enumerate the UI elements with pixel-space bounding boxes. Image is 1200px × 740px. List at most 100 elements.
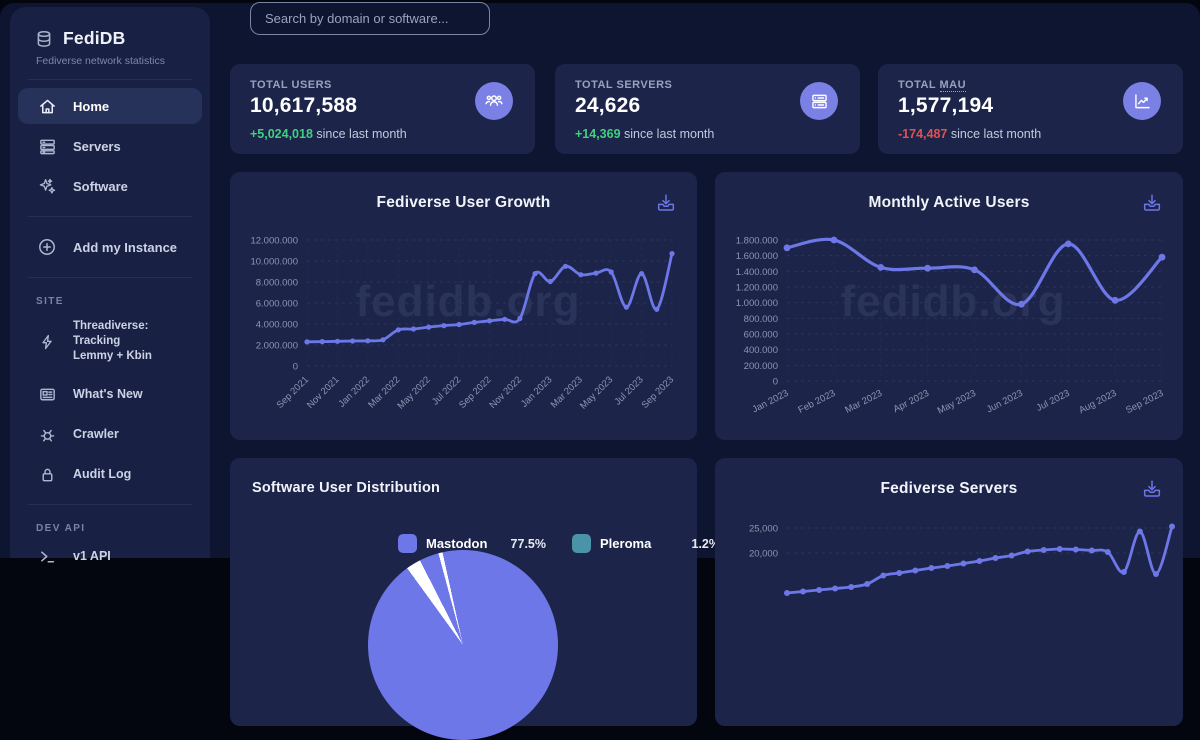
svg-text:Jun 2023: Jun 2023 bbox=[985, 388, 1025, 416]
legend-pct: 1.2% bbox=[691, 536, 721, 551]
main-nav: Home Servers bbox=[10, 88, 210, 204]
brand-name: FediDB bbox=[63, 28, 126, 48]
legend-name: Pleroma bbox=[600, 536, 652, 551]
divider bbox=[28, 216, 192, 217]
svg-text:0: 0 bbox=[293, 362, 298, 373]
download-icon[interactable] bbox=[1141, 478, 1163, 500]
chart-card-fediverse-servers: Fediverse Servers 25,000 20,000 bbox=[715, 458, 1183, 726]
bug-icon bbox=[37, 424, 57, 444]
watermark: fedidb.org bbox=[355, 277, 581, 326]
users-icon bbox=[475, 82, 513, 120]
svg-text:8.000.000: 8.000.000 bbox=[256, 278, 298, 289]
chart-card-user-growth: fedidb.org Fediverse User Growth 12.000.… bbox=[230, 172, 697, 440]
brand[interactable]: FediDB bbox=[10, 7, 210, 49]
stat-card-total-servers: TOTAL SERVERS 24,626 +14,369 since last … bbox=[555, 64, 860, 154]
svg-text:May 2023: May 2023 bbox=[936, 388, 978, 417]
sidebar-item-home[interactable]: Home bbox=[18, 88, 202, 124]
sidebar-item-threadiverse[interactable]: Threadiverse: Tracking Lemmy + Kbin bbox=[18, 311, 202, 372]
search-input[interactable] bbox=[250, 2, 490, 35]
legend-item-pleroma[interactable]: Pleroma 1.2% bbox=[572, 534, 720, 553]
sidebar-item-crawler[interactable]: Crawler bbox=[18, 416, 202, 452]
lock-icon bbox=[37, 464, 57, 484]
delta-suffix: since last month bbox=[316, 127, 407, 141]
svg-text:1.800.000: 1.800.000 bbox=[736, 236, 778, 247]
chart-title: Fediverse Servers bbox=[880, 480, 1018, 497]
bolt-icon bbox=[37, 332, 57, 352]
sidebar-item-label: Home bbox=[73, 98, 110, 114]
pleroma-swatch bbox=[572, 534, 591, 553]
server-icon bbox=[800, 82, 838, 120]
chart-card-monthly-active-users: fedidb.org Monthly Active Users 1.800.00… bbox=[715, 172, 1183, 440]
chart-trend-icon bbox=[1123, 82, 1161, 120]
svg-text:0: 0 bbox=[773, 377, 778, 388]
stat-card-total-mau: TOTAL MAU 1,577,194 -174,487 since last … bbox=[878, 64, 1183, 154]
svg-text:May 2022: May 2022 bbox=[395, 374, 432, 411]
svg-text:Jan 2023: Jan 2023 bbox=[519, 374, 554, 409]
add-instance-button[interactable]: Add my Instance bbox=[18, 229, 202, 265]
chart-title: Software User Distribution bbox=[252, 480, 441, 496]
servers-icon bbox=[37, 136, 57, 156]
svg-text:400.000: 400.000 bbox=[744, 345, 778, 356]
svg-text:Mar 2023: Mar 2023 bbox=[549, 374, 585, 410]
svg-text:Sep 2023: Sep 2023 bbox=[1124, 388, 1165, 416]
svg-text:Sep 2023: Sep 2023 bbox=[640, 374, 677, 411]
stat-value: 10,617,588 bbox=[250, 94, 358, 117]
chart-card-software-distribution: Software User Distribution Mastodon 77.5… bbox=[230, 458, 720, 740]
svg-text:2.000.000: 2.000.000 bbox=[256, 341, 298, 352]
svg-text:Mar 2023: Mar 2023 bbox=[843, 388, 884, 416]
svg-text:800.000: 800.000 bbox=[744, 314, 778, 325]
delta-value: +5,024,018 bbox=[250, 127, 313, 141]
stat-delta: -174,487 since last month bbox=[898, 127, 1163, 141]
svg-text:1.400.000: 1.400.000 bbox=[736, 267, 778, 278]
software-pie-chart bbox=[368, 550, 558, 740]
svg-text:Jul 2023: Jul 2023 bbox=[1035, 388, 1072, 414]
svg-text:600.000: 600.000 bbox=[744, 330, 778, 341]
sidebar-item-servers[interactable]: Servers bbox=[18, 128, 202, 164]
svg-text:1.600.000: 1.600.000 bbox=[736, 251, 778, 262]
svg-text:Sep 2022: Sep 2022 bbox=[457, 374, 494, 411]
svg-text:Mar 2022: Mar 2022 bbox=[366, 374, 402, 410]
download-icon[interactable] bbox=[1141, 192, 1163, 214]
plus-circle-icon bbox=[37, 237, 57, 257]
svg-text:Apr 2023: Apr 2023 bbox=[892, 388, 931, 415]
sidebar-item-label: What's New bbox=[73, 387, 143, 401]
brand-tagline: Fediverse network statistics bbox=[36, 55, 165, 67]
chart-title: Monthly Active Users bbox=[868, 194, 1030, 211]
sidebar-item-label: Servers bbox=[73, 138, 121, 154]
delta-suffix: since last month bbox=[624, 127, 715, 141]
divider bbox=[28, 277, 192, 278]
sidebar-item-v1-api[interactable]: v1 API bbox=[18, 538, 202, 574]
sidebar-item-audit-log[interactable]: Audit Log bbox=[18, 456, 202, 492]
mau-abbr: MAU bbox=[939, 79, 967, 92]
newspaper-icon bbox=[37, 384, 57, 404]
sidebar-item-software[interactable]: Software bbox=[18, 168, 202, 204]
terminal-icon bbox=[37, 546, 57, 566]
mastodon-swatch bbox=[398, 534, 417, 553]
stat-label: TOTAL USERS bbox=[250, 79, 332, 91]
svg-text:Jan 2022: Jan 2022 bbox=[337, 374, 372, 409]
svg-text:1.200.000: 1.200.000 bbox=[736, 283, 778, 294]
sidebar-item-label: Threadiverse: Tracking Lemmy + Kbin bbox=[73, 320, 152, 362]
svg-text:Jan 2023: Jan 2023 bbox=[751, 388, 791, 416]
dev-api-section-title: DEV API bbox=[36, 523, 86, 534]
svg-text:Jul 2023: Jul 2023 bbox=[613, 374, 646, 407]
delta-value: +14,369 bbox=[575, 127, 621, 141]
software-icon bbox=[37, 176, 57, 196]
stat-label: TOTAL SERVERS bbox=[575, 79, 673, 91]
sidebar-item-label: Crawler bbox=[73, 427, 119, 441]
svg-text:Jul 2022: Jul 2022 bbox=[430, 374, 463, 407]
download-icon[interactable] bbox=[655, 192, 677, 214]
watermark: fedidb.org bbox=[840, 277, 1066, 326]
legend-name: Mastodon bbox=[426, 536, 488, 551]
svg-text:Sep 2021: Sep 2021 bbox=[275, 374, 312, 411]
sidebar-item-whats-new[interactable]: What's New bbox=[18, 376, 202, 412]
stat-delta: +5,024,018 since last month bbox=[250, 127, 515, 141]
svg-text:10.000.000: 10.000.000 bbox=[250, 257, 298, 268]
stat-value: 24,626 bbox=[575, 94, 641, 117]
legend-item-mastodon[interactable]: Mastodon 77.5% bbox=[398, 534, 546, 553]
svg-text:Feb 2023: Feb 2023 bbox=[796, 388, 837, 416]
pie-legend: Mastodon 77.5% Pleroma 1.2% bbox=[398, 534, 720, 553]
svg-text:Aug 2023: Aug 2023 bbox=[1077, 388, 1118, 416]
chart-title: Fediverse User Growth bbox=[376, 194, 551, 211]
